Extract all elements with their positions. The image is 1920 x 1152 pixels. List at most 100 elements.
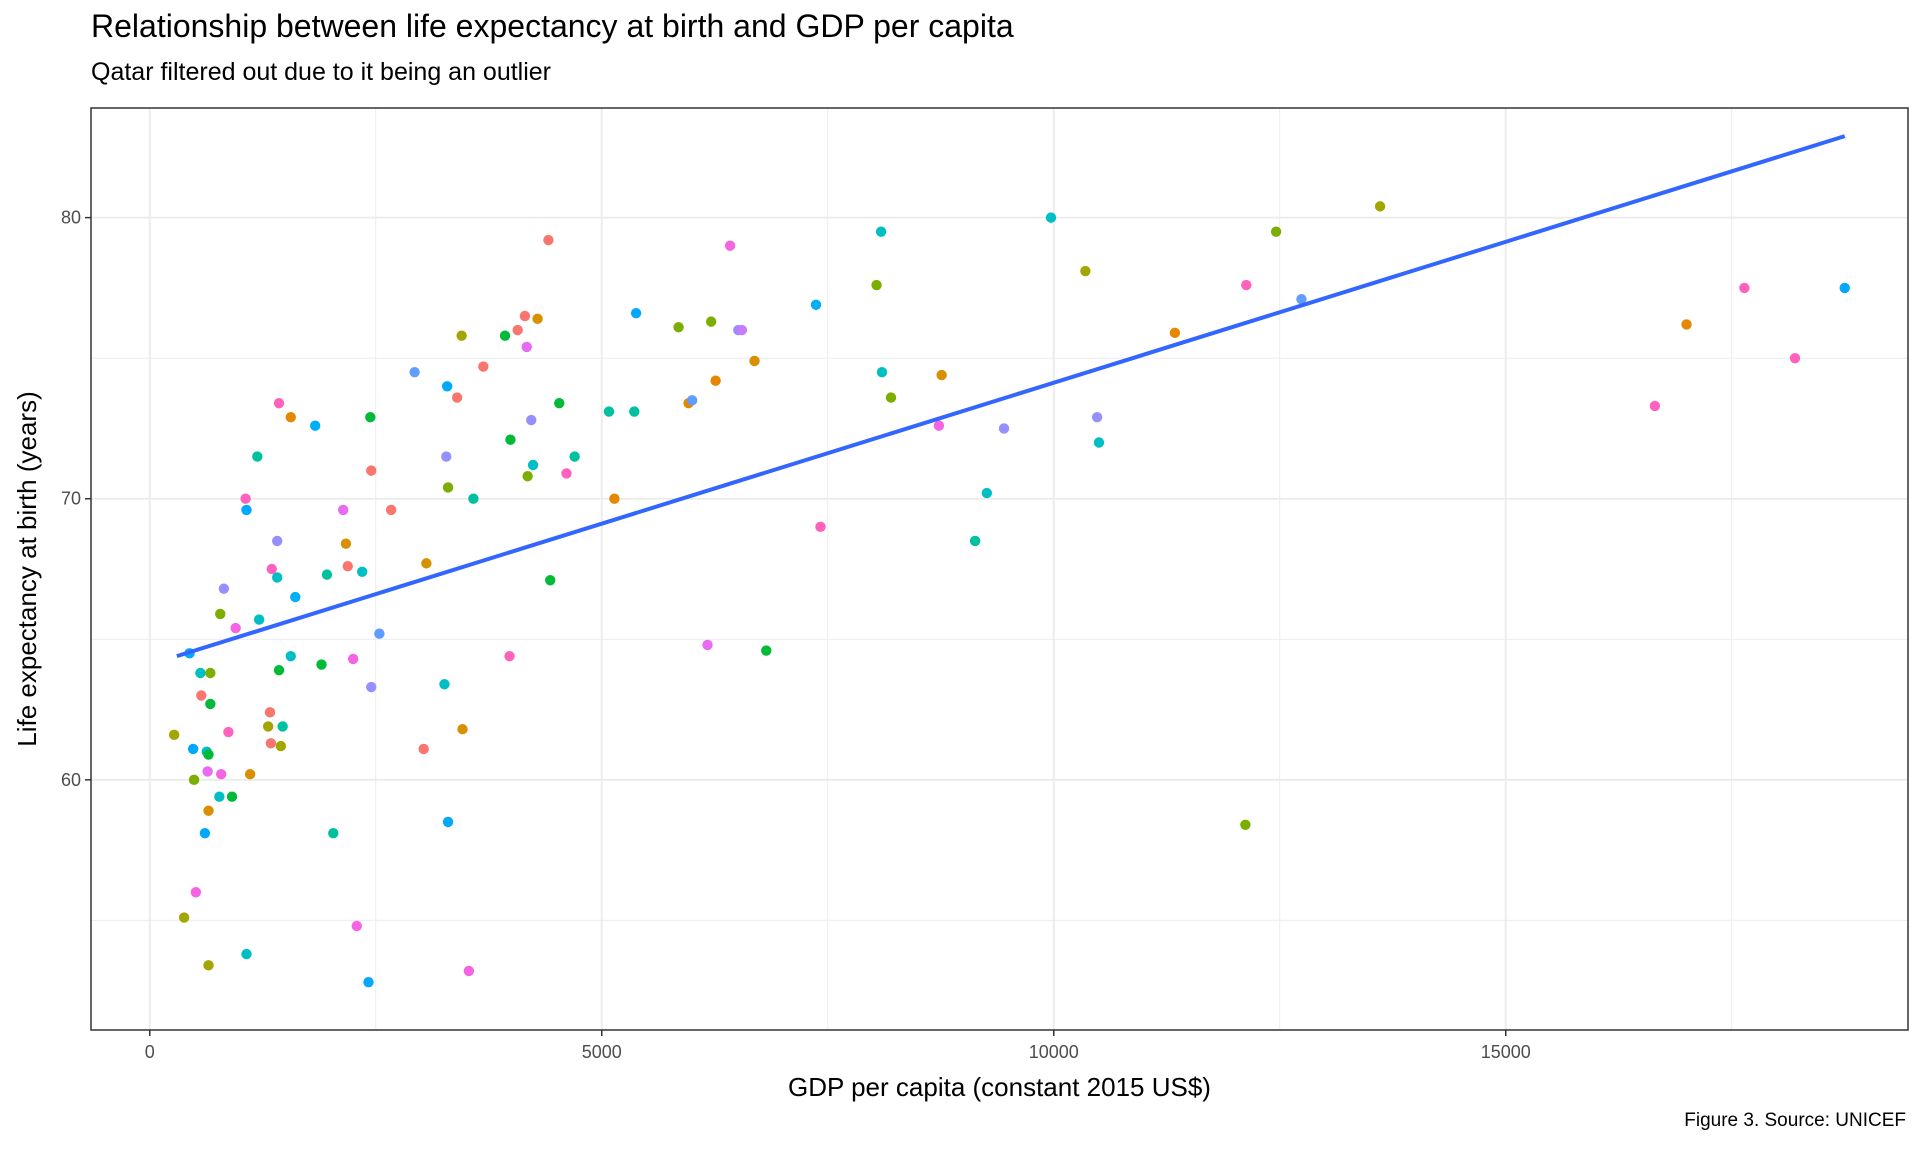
data-point [272, 572, 283, 583]
data-point [262, 721, 274, 732]
data-point [521, 341, 532, 353]
data-point [309, 420, 321, 431]
data-point [463, 965, 475, 977]
data-point [439, 679, 450, 690]
y-axis-title: Life expectancy at birth (years) [12, 391, 42, 747]
data-point [272, 535, 283, 547]
y-tick-label: 80 [61, 208, 81, 228]
data-point [736, 324, 748, 336]
data-point [554, 397, 565, 409]
data-point [545, 575, 556, 586]
chart-subtitle: Qatar filtered out due to it being an ou… [91, 58, 552, 86]
data-point [1649, 400, 1661, 412]
data-point [215, 608, 226, 620]
data-point [505, 434, 516, 445]
data-point [569, 451, 580, 462]
data-point [442, 482, 454, 493]
data-point [1374, 201, 1386, 212]
data-point [876, 367, 888, 378]
data-point [512, 324, 523, 336]
data-point [1270, 226, 1282, 237]
data-point [761, 645, 772, 656]
data-point [203, 960, 214, 971]
data-point [253, 614, 265, 625]
data-point [705, 316, 717, 327]
data-point [969, 535, 981, 547]
data-point [871, 279, 882, 291]
data-point [1080, 265, 1091, 277]
data-points [168, 201, 1850, 988]
data-point [1739, 282, 1750, 294]
data-point [421, 558, 432, 569]
data-point [673, 322, 684, 333]
data-point [214, 791, 225, 802]
data-point [561, 468, 572, 479]
data-point [273, 397, 285, 409]
data-point [218, 583, 230, 594]
data-point [1240, 819, 1251, 830]
data-point [347, 653, 359, 665]
data-point [351, 920, 362, 932]
data-point [724, 240, 736, 251]
data-point [203, 805, 214, 816]
data-point [527, 459, 539, 471]
data-point [418, 743, 429, 755]
data-point [290, 591, 301, 603]
data-point [230, 622, 241, 634]
data-point [273, 664, 285, 676]
data-point [609, 493, 620, 504]
data-point [195, 667, 206, 679]
data-point [199, 828, 211, 839]
data-point [810, 299, 822, 310]
data-point [285, 650, 296, 662]
data-point [526, 414, 537, 426]
data-point [457, 724, 468, 735]
data-point [1093, 437, 1105, 448]
x-tick-label: 0 [145, 1042, 155, 1062]
x-axis-title: GDP per capita (constant 2015 US$) [788, 1072, 1211, 1102]
data-point [385, 504, 397, 516]
grid-lines [91, 108, 1908, 1030]
data-point [998, 423, 1010, 434]
data-point [441, 451, 452, 462]
data-point [478, 361, 489, 372]
data-point [749, 355, 760, 367]
data-point [981, 487, 993, 499]
data-point [451, 392, 463, 403]
axis-ticks: 0 5000 10000 15000 60 70 80 [61, 208, 1531, 1062]
data-point [702, 639, 713, 651]
data-point [1241, 279, 1252, 291]
data-point [365, 412, 376, 423]
data-point [316, 659, 327, 670]
data-point [441, 381, 453, 392]
data-point [629, 406, 640, 417]
data-point [342, 560, 353, 572]
data-point [266, 563, 277, 575]
data-point [409, 367, 420, 378]
data-point [285, 412, 296, 423]
data-point [188, 774, 200, 786]
data-point [363, 977, 374, 988]
data-point [244, 769, 256, 780]
data-point [1045, 212, 1057, 223]
data-point [468, 493, 479, 504]
data-point [1839, 282, 1850, 294]
y-tick-label: 60 [61, 770, 81, 790]
data-point [215, 769, 227, 780]
data-point [205, 667, 216, 679]
data-point [875, 226, 887, 237]
data-point [815, 521, 826, 533]
data-point [532, 313, 543, 325]
data-point [321, 569, 333, 580]
data-point [277, 721, 288, 732]
data-point [205, 698, 216, 710]
data-point [1296, 293, 1307, 305]
data-point [241, 504, 252, 516]
chart-title: Relationship between life expectancy at … [91, 8, 1014, 44]
data-point [202, 766, 213, 777]
data-point [196, 690, 207, 701]
data-point [504, 650, 515, 662]
data-point [522, 471, 533, 482]
